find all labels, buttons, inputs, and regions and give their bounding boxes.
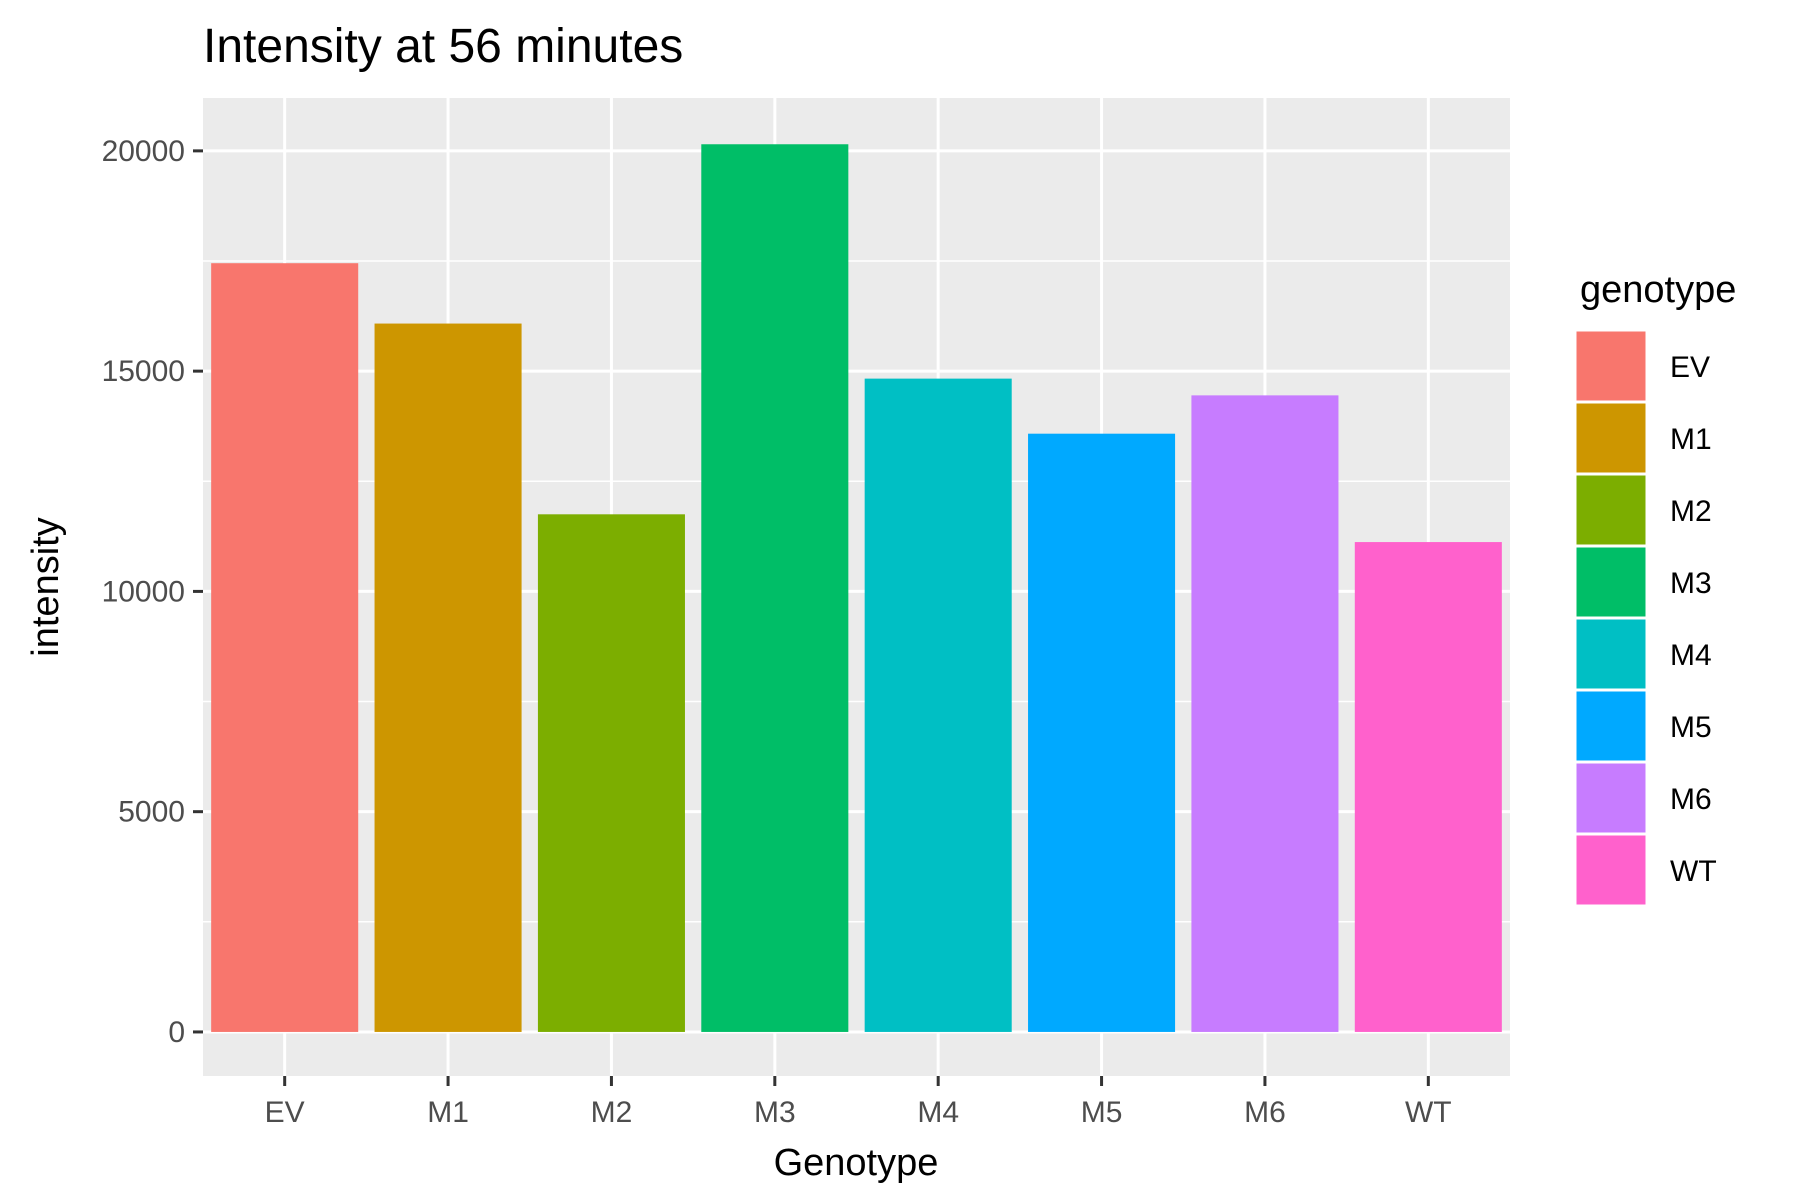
legend-label-m1: M1: [1670, 423, 1712, 456]
chart-title: Intensity at 56 minutes: [203, 20, 683, 73]
legend-key-m4: [1575, 618, 1647, 690]
legend-label-m5: M5: [1670, 711, 1712, 744]
legend-key-m5: [1575, 690, 1647, 762]
bar-ev: [211, 263, 359, 1032]
legend-key-m1: [1575, 402, 1647, 474]
legend-key-m6: [1575, 762, 1647, 834]
legend-title: genotype: [1580, 269, 1736, 311]
y-tick-label: 0: [168, 1016, 185, 1049]
bar-m4: [864, 378, 1012, 1032]
y-tick-label: 15000: [102, 355, 185, 388]
legend-label-m4: M4: [1670, 639, 1712, 672]
x-tick-label-wt: WT: [1405, 1096, 1452, 1129]
legend-key-m2: [1575, 474, 1647, 546]
legend-label-m3: M3: [1670, 567, 1712, 600]
legend-label-wt: WT: [1670, 855, 1717, 888]
bar-m3: [701, 144, 849, 1032]
legend: genotype EV M1 M2 M3 M4 M5 M6 WT: [1575, 269, 1736, 906]
y-tick-label: 20000: [102, 135, 185, 168]
x-tick-label-m6: M6: [1244, 1096, 1286, 1129]
legend-label-m6: M6: [1670, 783, 1712, 816]
legend-key-ev: [1575, 330, 1647, 402]
legend-label-m2: M2: [1670, 495, 1712, 528]
x-axis-title: Genotype: [774, 1142, 939, 1184]
x-tick-label-m5: M5: [1081, 1096, 1123, 1129]
x-tick-label-ev: EV: [265, 1096, 305, 1129]
bar-m1: [374, 323, 522, 1032]
legend-key-m3: [1575, 546, 1647, 618]
y-axis-title: intensity: [25, 517, 67, 656]
y-axis: 0 5000 10000 15000 20000: [102, 135, 203, 1049]
bar-m5: [1028, 433, 1176, 1032]
legend-key-wt: [1575, 834, 1647, 906]
bar-wt: [1354, 542, 1502, 1032]
x-tick-label-m3: M3: [754, 1096, 796, 1129]
y-tick-label: 5000: [118, 796, 185, 829]
bar-m2: [537, 514, 685, 1032]
bars: [211, 144, 1502, 1032]
x-axis: EV M1 M2 M3 M4 M5 M6 WT: [265, 1076, 1452, 1129]
x-tick-label-m4: M4: [917, 1096, 959, 1129]
legend-label-ev: EV: [1670, 351, 1710, 384]
x-tick-label-m1: M1: [427, 1096, 469, 1129]
bar-m6: [1191, 395, 1339, 1032]
y-tick-label: 10000: [102, 575, 185, 608]
x-tick-label-m2: M2: [591, 1096, 633, 1129]
